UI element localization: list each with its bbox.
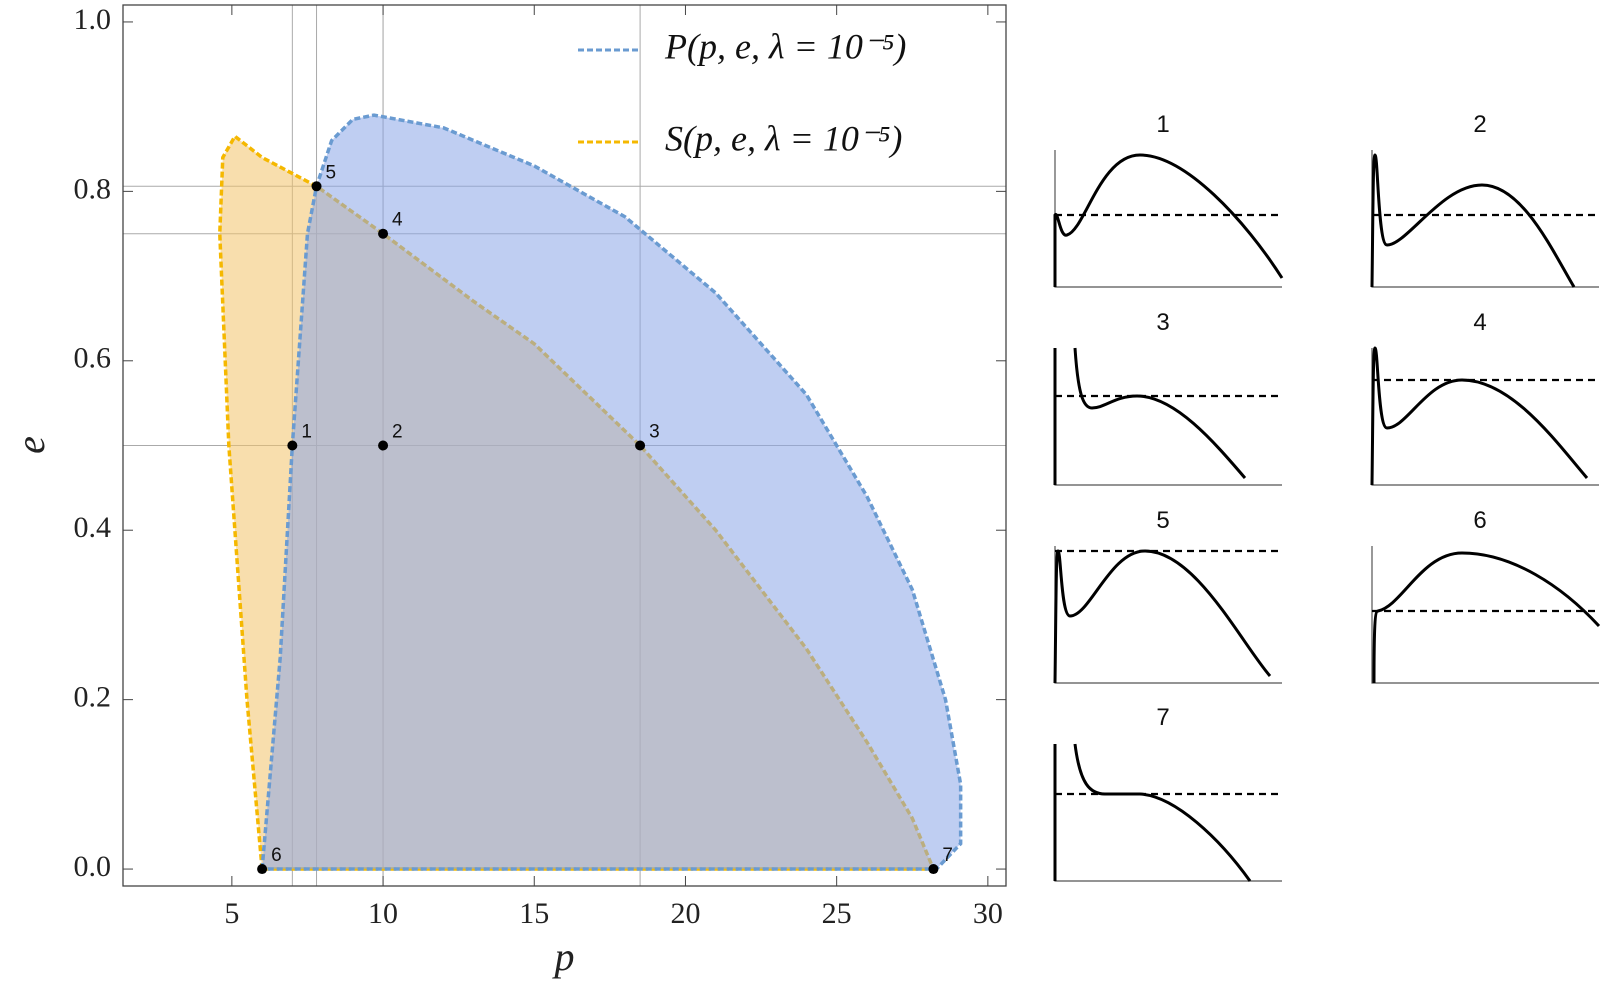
x-tick-label: 30 bbox=[973, 897, 1003, 930]
panel-title: 5 bbox=[1156, 507, 1169, 534]
point-label: 7 bbox=[942, 845, 953, 866]
x-tick-label: 25 bbox=[822, 897, 852, 930]
point bbox=[311, 181, 322, 192]
panel bbox=[1370, 346, 1599, 486]
panel-axes bbox=[1054, 744, 1282, 882]
point-label: 5 bbox=[326, 162, 337, 183]
point-label: 3 bbox=[649, 422, 660, 443]
panel-title: 6 bbox=[1473, 507, 1486, 534]
region-fill bbox=[262, 115, 961, 870]
x-tick-label: 10 bbox=[368, 897, 398, 930]
legend-label: P(p, e, λ = 10⁻⁵) bbox=[664, 26, 906, 66]
x-tick-label: 20 bbox=[670, 897, 700, 930]
panel-axes bbox=[1371, 150, 1599, 288]
y-tick-label: 0.6 bbox=[74, 342, 112, 375]
legend-label: S(p, e, λ = 10⁻⁵) bbox=[665, 118, 902, 158]
point bbox=[928, 864, 939, 875]
potential-panels bbox=[1053, 150, 1601, 882]
point bbox=[378, 440, 389, 451]
y-axis-label: e bbox=[8, 436, 53, 454]
panel bbox=[1371, 546, 1601, 684]
x-tick-label: 15 bbox=[519, 897, 549, 930]
potential-curve bbox=[1372, 551, 1601, 684]
y-tick-label: 0.8 bbox=[74, 172, 112, 205]
potential-curve bbox=[1370, 346, 1589, 486]
y-tick-label: 0.0 bbox=[74, 850, 112, 883]
potential-curve bbox=[1053, 347, 1247, 485]
x-tick-label: 5 bbox=[224, 897, 239, 930]
point-label: 2 bbox=[392, 422, 403, 443]
potential-curve bbox=[1053, 549, 1272, 684]
y-tick-label: 0.4 bbox=[74, 511, 112, 544]
y-tick-label: 0.2 bbox=[74, 681, 112, 714]
point bbox=[378, 228, 389, 239]
point bbox=[287, 440, 298, 451]
potential-curve bbox=[1370, 153, 1576, 288]
x-axis-label: p bbox=[552, 934, 575, 979]
panel-title: 4 bbox=[1473, 309, 1486, 336]
panel-axes bbox=[1371, 546, 1599, 684]
panel bbox=[1053, 347, 1282, 486]
panel bbox=[1053, 150, 1284, 288]
panel-axes bbox=[1054, 348, 1282, 486]
plot-frame bbox=[122, 4, 1007, 887]
main-plot: 5 10 15 20 25 30 0.0 0.2 0.4 0.6 0.8 1.0 1 2 3 4 5 6 7 bbox=[74, 3, 1007, 930]
point bbox=[635, 440, 646, 451]
point-label: 4 bbox=[392, 210, 403, 231]
panel-axes bbox=[1054, 150, 1282, 288]
potential-curve bbox=[1053, 153, 1284, 287]
panel bbox=[1053, 743, 1282, 882]
panel bbox=[1370, 150, 1599, 288]
y-tick-label: 1.0 bbox=[74, 3, 112, 36]
point-label: 1 bbox=[301, 422, 312, 443]
potential-curve bbox=[1053, 743, 1252, 882]
panel-title: 3 bbox=[1156, 309, 1169, 336]
panel bbox=[1053, 546, 1282, 684]
panel-axes bbox=[1054, 546, 1282, 684]
point-label: 6 bbox=[271, 845, 282, 866]
region-boundary bbox=[260, 113, 963, 871]
panel-title: 2 bbox=[1473, 111, 1486, 138]
panel-title: 1 bbox=[1156, 111, 1169, 138]
panel-title: 7 bbox=[1156, 704, 1169, 731]
point bbox=[257, 864, 268, 875]
